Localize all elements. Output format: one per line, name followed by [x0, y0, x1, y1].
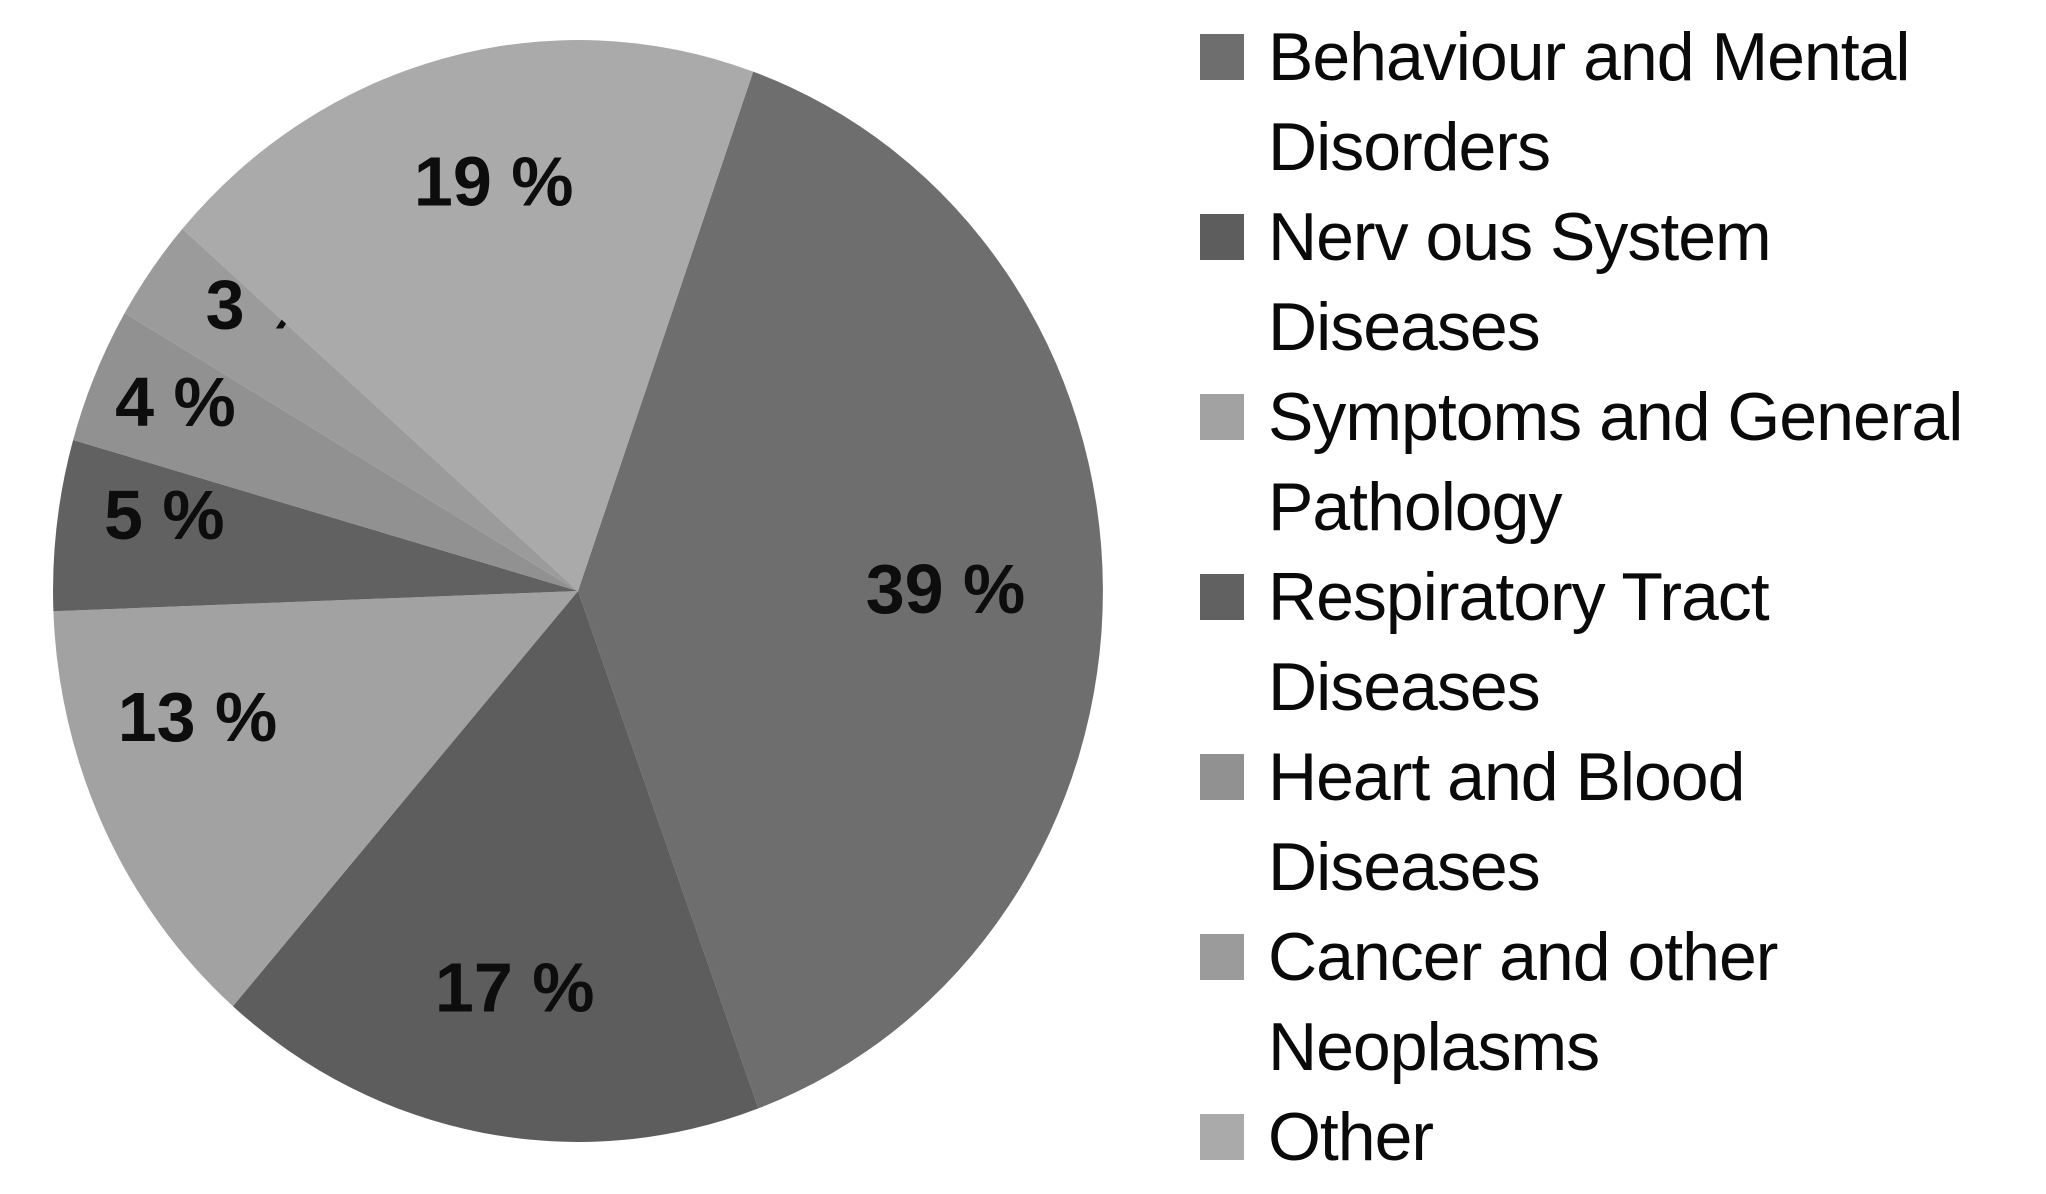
legend-label-line: Nerv ous System — [1268, 199, 1772, 275]
pie-slice-nerv-ous-system-diseases — [232, 591, 759, 1142]
legend-label-symptoms-and-general-pathology: Symptoms and General Pathology — [1268, 372, 1963, 552]
legend-label-line: Diseases — [1268, 289, 1541, 365]
legend-label-behaviour-and-mental-disorders: Behaviour and Mental Disorders — [1268, 12, 1911, 192]
legend-label-line: Neoplasms — [1268, 1009, 1600, 1085]
pie-slice-value-label-heart-and-blood-diseases: 4 % — [115, 363, 236, 441]
legend-swatch-other — [1200, 1114, 1244, 1160]
pie-slice-value-label-respiratory-tract-diseases: 5 % — [104, 476, 225, 554]
legend-label-line: Pathology — [1268, 469, 1562, 545]
legend-label-line: Heart and Blood — [1268, 739, 1745, 815]
legend-item-behaviour-and-mental-disorders: Behaviour and Mental Disorders — [1200, 12, 2040, 192]
legend-label-line: Cancer and other — [1268, 919, 1778, 995]
pie-slice-value-label-nerv-ous-system-diseases: 17 % — [435, 949, 595, 1027]
legend-swatch-nerv-ous-system-diseases — [1200, 214, 1244, 260]
legend-label-other: Other — [1268, 1092, 1434, 1182]
legend-swatch-respiratory-tract-diseases — [1200, 574, 1244, 620]
legend-label-line: Symptoms and General — [1268, 379, 1963, 455]
legend-item-cancer-and-other-neoplasms: Cancer and other Neoplasms — [1200, 912, 2040, 1092]
legend-swatch-heart-and-blood-diseases — [1200, 754, 1244, 800]
pie-slice-cancer-and-other-neoplasms — [124, 228, 578, 592]
legend-label-heart-and-blood-diseases: Heart and Blood Diseases — [1268, 732, 1745, 912]
legend-item-heart-and-blood-diseases: Heart and Blood Diseases — [1200, 732, 2040, 912]
pie-slice-value-label-symptoms-and-general-pathology: 13 % — [118, 678, 278, 756]
legend-label-line: Diseases — [1268, 829, 1541, 905]
pie-slice-other — [182, 40, 754, 591]
legend-label-respiratory-tract-diseases: Respiratory Tract Diseases — [1268, 552, 1770, 732]
pie-slice-respiratory-tract-diseases — [53, 440, 578, 612]
legend-label-nerv-ous-system-diseases: Nerv ous System Diseases — [1268, 192, 1772, 372]
legend-label-line: Behaviour and Mental — [1268, 19, 1911, 95]
pie-slice-heart-and-blood-diseases — [73, 313, 578, 591]
legend-label-line: Respiratory Tract — [1268, 559, 1770, 635]
legend-item-other: Other — [1200, 1092, 2040, 1182]
pie-slice-value-label-other: 19 % — [414, 143, 574, 221]
legend-item-nerv-ous-system-diseases: Nerv ous System Diseases — [1200, 192, 2040, 372]
pie-slice-symptoms-and-general-pathology — [53, 591, 578, 1007]
legend-swatch-cancer-and-other-neoplasms — [1200, 934, 1244, 980]
legend-label-cancer-and-other-neoplasms: Cancer and other Neoplasms — [1268, 912, 1778, 1092]
legend-swatch-symptoms-and-general-pathology — [1200, 394, 1244, 440]
legend-swatch-behaviour-and-mental-disorders — [1200, 34, 1244, 80]
legend-item-respiratory-tract-diseases: Respiratory Tract Diseases — [1200, 552, 2040, 732]
pie-slice-value-label-behaviour-and-mental-disorders: 39 % — [866, 550, 1026, 628]
pie-slice-behaviour-and-mental-disorders — [578, 71, 1103, 1109]
chart-legend: Behaviour and Mental Disorders Nerv ous Sy… — [1200, 12, 2040, 1182]
legend-label-line: Other — [1268, 1099, 1434, 1175]
legend-label-line: Disorders — [1268, 109, 1551, 185]
legend-item-symptoms-and-general-pathology: Symptoms and General Pathology — [1200, 372, 2040, 552]
legend-label-line: Diseases — [1268, 649, 1541, 725]
